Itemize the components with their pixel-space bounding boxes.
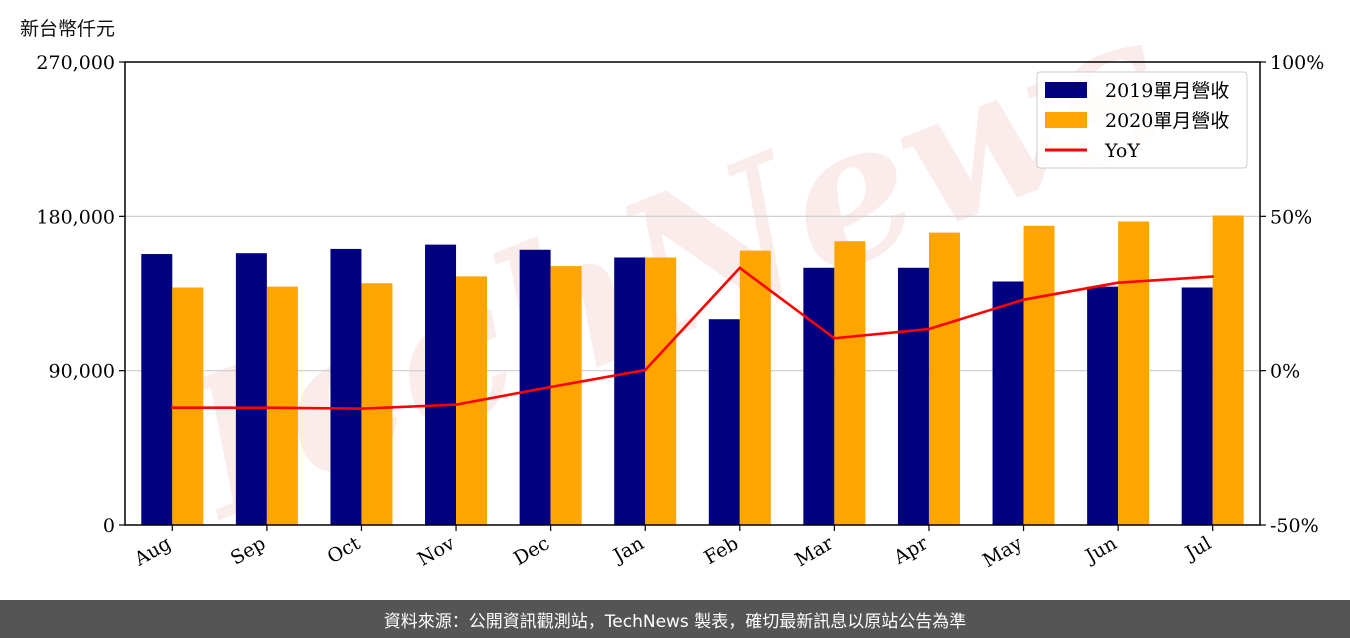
yoy-point-nov	[454, 403, 458, 406]
left-tick-label: 270,000	[36, 52, 115, 74]
bar-2019-feb	[708, 319, 740, 525]
left-tick-label: 90,000	[49, 361, 115, 383]
bar-2020-jul	[1212, 215, 1244, 525]
legend-label-2: YoY	[1104, 140, 1140, 162]
bars	[141, 215, 1244, 526]
yoy-point-dec	[549, 385, 552, 389]
x-tick-label-nov: Nov	[414, 532, 459, 571]
bar-2020-dec	[550, 266, 582, 525]
yoy-point-oct	[360, 407, 363, 410]
bar-2019-jan	[614, 257, 646, 525]
x-tick-label-dec: Dec	[510, 532, 553, 570]
legend-label-0: 2019單月營收	[1105, 80, 1229, 102]
bar-2019-aug	[141, 254, 173, 525]
legend-swatch-0	[1045, 82, 1087, 98]
x-tick-label-may: May	[979, 532, 1026, 572]
yoy-point-jun	[1116, 281, 1120, 284]
x-tick-label-feb: Feb	[700, 532, 742, 569]
yoy-point-jan	[643, 368, 647, 372]
yoy-point-may	[1022, 298, 1025, 301]
x-tick-label-jul: Jul	[1180, 532, 1215, 565]
bar-2020-jun	[1118, 221, 1150, 525]
revenue-chart: TechNews 090,000180,000270,000-50%0%50%1…	[36, 0, 1324, 572]
x-tick-label-jan: Jan	[608, 532, 648, 568]
right-tick-label: 100%	[1270, 52, 1324, 74]
x-tick-label-jun: Jun	[1080, 532, 1121, 568]
bar-2020-aug	[172, 287, 204, 525]
bar-2020-mar	[834, 241, 866, 525]
yoy-point-mar	[833, 336, 836, 340]
yoy-line	[172, 266, 1213, 410]
bar-2019-oct	[330, 248, 362, 526]
x-tick-label-aug: Aug	[130, 532, 175, 571]
bar-2019-nov	[425, 244, 457, 525]
grid-lines	[125, 215, 1260, 372]
right-tick-label: 0%	[1270, 361, 1300, 383]
bar-2020-jan	[645, 257, 677, 525]
yoy-point-feb	[738, 266, 742, 270]
legend: 2019單月營收 2020單月營收 YoY	[1036, 71, 1248, 169]
right-tick-label: -50%	[1270, 515, 1319, 537]
yoy-line-layer	[170, 266, 1215, 410]
yoy-point-sep	[265, 406, 269, 410]
plot-frame	[124, 61, 1261, 526]
bar-2019-jul	[1181, 287, 1213, 525]
right-tick-label: 50%	[1270, 206, 1312, 228]
bar-2019-jun	[1087, 286, 1119, 525]
y-axis-unit-label: 新台幣仟元	[20, 18, 116, 40]
x-tick-label-mar: Mar	[791, 532, 837, 571]
yoy-point-apr	[927, 327, 931, 331]
legend-swatch-1	[1045, 112, 1087, 128]
x-tick-label-apr: Apr	[889, 532, 932, 569]
left-tick-label: 180,000	[36, 206, 115, 228]
bar-2020-feb	[739, 250, 771, 525]
x-tick-label-oct: Oct	[324, 532, 365, 568]
bar-2019-apr	[897, 267, 929, 525]
bar-2019-sep	[235, 253, 267, 526]
bar-2020-oct	[361, 283, 393, 525]
legend-label-1: 2020單月營收	[1105, 110, 1229, 132]
bar-2020-apr	[928, 232, 960, 525]
source-footer: 資料來源：公開資訊觀測站，TechNews 製表，確切最新訊息以原站公告為準	[0, 600, 1350, 638]
left-tick-label: 0	[103, 515, 115, 537]
bar-2020-sep	[266, 286, 298, 525]
bar-2019-mar	[803, 267, 835, 525]
yoy-point-jul	[1211, 275, 1215, 278]
bar-2019-may	[992, 281, 1024, 525]
legend-box	[1036, 71, 1248, 169]
bar-2020-may	[1023, 225, 1055, 525]
yoy-point-aug	[170, 406, 174, 410]
